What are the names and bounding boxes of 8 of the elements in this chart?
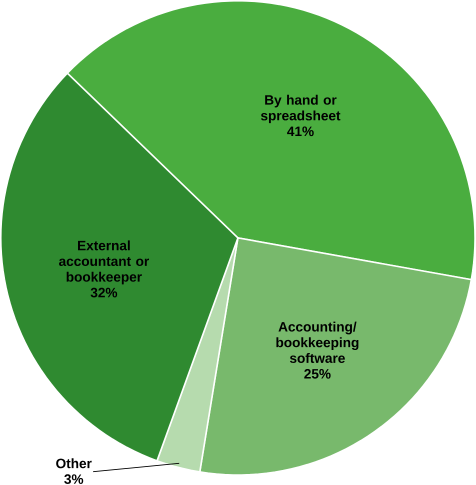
data-label: 41% — [287, 126, 314, 136]
slice-label: By hand or spreadsheet — [261, 94, 340, 124]
data-label: 25% — [304, 369, 331, 379]
data-label: 32% — [90, 288, 118, 298]
slice-label: External accountant or bookkeeper — [59, 240, 150, 284]
slice-label: Accounting/ bookkeeping software — [276, 322, 358, 363]
slice-label: Other — [56, 458, 92, 468]
data-label: 3% — [64, 474, 84, 484]
